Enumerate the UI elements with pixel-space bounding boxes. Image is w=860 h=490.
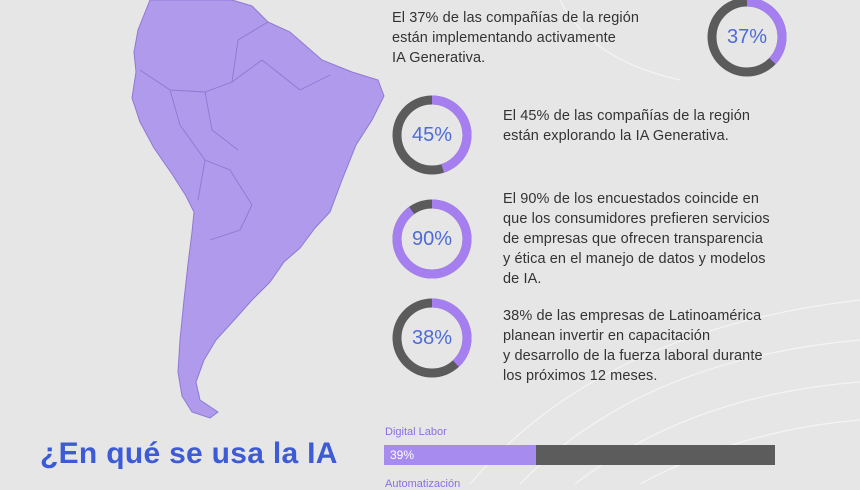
stat-text-2: El 45% de las compañías de la región est… xyxy=(503,108,751,144)
bar-track-1: 39% xyxy=(384,445,775,465)
donut-chart-3: 90% xyxy=(392,199,472,279)
donut-chart-2: 45% xyxy=(392,95,472,175)
stat-text-1: El 37% de las compañías de la región est… xyxy=(392,10,640,66)
stat-text-4: 38% de las empresas de Latinoamérica pla… xyxy=(503,308,763,384)
donut-percent-4: 38% xyxy=(411,326,453,349)
stat-text-3: El 90% de los encuestados coincide en qu… xyxy=(503,191,770,287)
bar-percent-1: 39% xyxy=(390,448,415,462)
bar-fill-1 xyxy=(384,445,537,465)
donut-chart-1: 37% xyxy=(707,0,787,77)
donut-percent-1: 37% xyxy=(726,25,768,48)
donut-percent-2: 45% xyxy=(411,123,453,146)
bar-label-1: Digital Labor xyxy=(385,426,447,438)
donut-chart-4: 38% xyxy=(392,298,472,378)
bar-label-2: Automatización xyxy=(385,478,461,490)
section-headline: ¿En qué se usa la IA xyxy=(40,437,338,470)
donut-percent-3: 90% xyxy=(411,227,453,250)
